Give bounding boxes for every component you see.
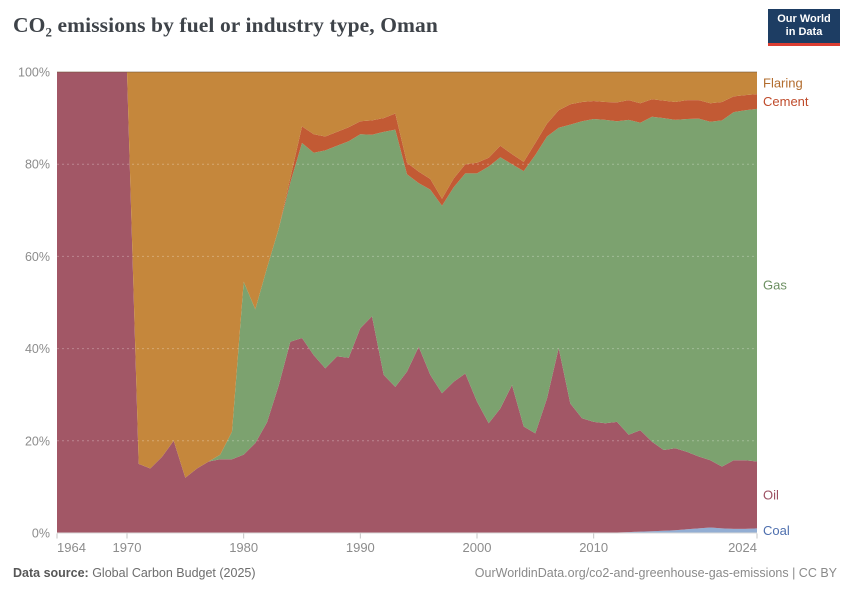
x-tick-label: 1964 xyxy=(57,540,86,555)
data-source: Data source: Global Carbon Budget (2025) xyxy=(13,566,256,580)
series-label-coal[interactable]: Coal xyxy=(763,523,790,538)
series-label-cement[interactable]: Cement xyxy=(763,94,809,109)
owid-logo[interactable]: Our World in Data xyxy=(768,9,840,46)
y-tick-label: 40% xyxy=(25,342,50,356)
area-flaring[interactable] xyxy=(57,72,757,478)
y-tick-label: 60% xyxy=(25,250,50,264)
area-gas[interactable] xyxy=(57,72,757,478)
x-tick-label: 1990 xyxy=(346,540,375,555)
series-label-gas[interactable]: Gas xyxy=(763,278,787,293)
credit-link[interactable]: OurWorldinData.org/co2-and-greenhouse-ga… xyxy=(474,566,837,580)
y-tick-label: 0% xyxy=(32,527,50,541)
owid-logo-line2: in Data xyxy=(785,26,823,38)
data-source-value: Global Carbon Budget (2025) xyxy=(88,566,256,580)
x-tick-label: 1980 xyxy=(229,540,258,555)
area-cement[interactable] xyxy=(57,72,757,478)
data-source-label: Data source: xyxy=(13,566,89,580)
y-tick-label: 80% xyxy=(25,158,50,172)
x-tick-label: 2024 xyxy=(728,540,757,555)
owid-logo-line1: Our World xyxy=(777,13,831,25)
y-tick-label: 100% xyxy=(18,66,50,80)
area-coal[interactable] xyxy=(57,527,757,534)
series-label-flaring[interactable]: Flaring xyxy=(763,76,803,91)
footer: Data source: Global Carbon Budget (2025)… xyxy=(13,566,837,580)
page-title: CO₂ emissions by fuel or industry type, … xyxy=(13,13,438,37)
x-tick-label: 1970 xyxy=(113,540,142,555)
area-oil[interactable] xyxy=(57,72,757,533)
x-tick-label: 2000 xyxy=(463,540,492,555)
y-tick-label: 20% xyxy=(25,434,50,448)
x-tick-label: 2010 xyxy=(579,540,608,555)
series-label-oil[interactable]: Oil xyxy=(763,487,779,502)
